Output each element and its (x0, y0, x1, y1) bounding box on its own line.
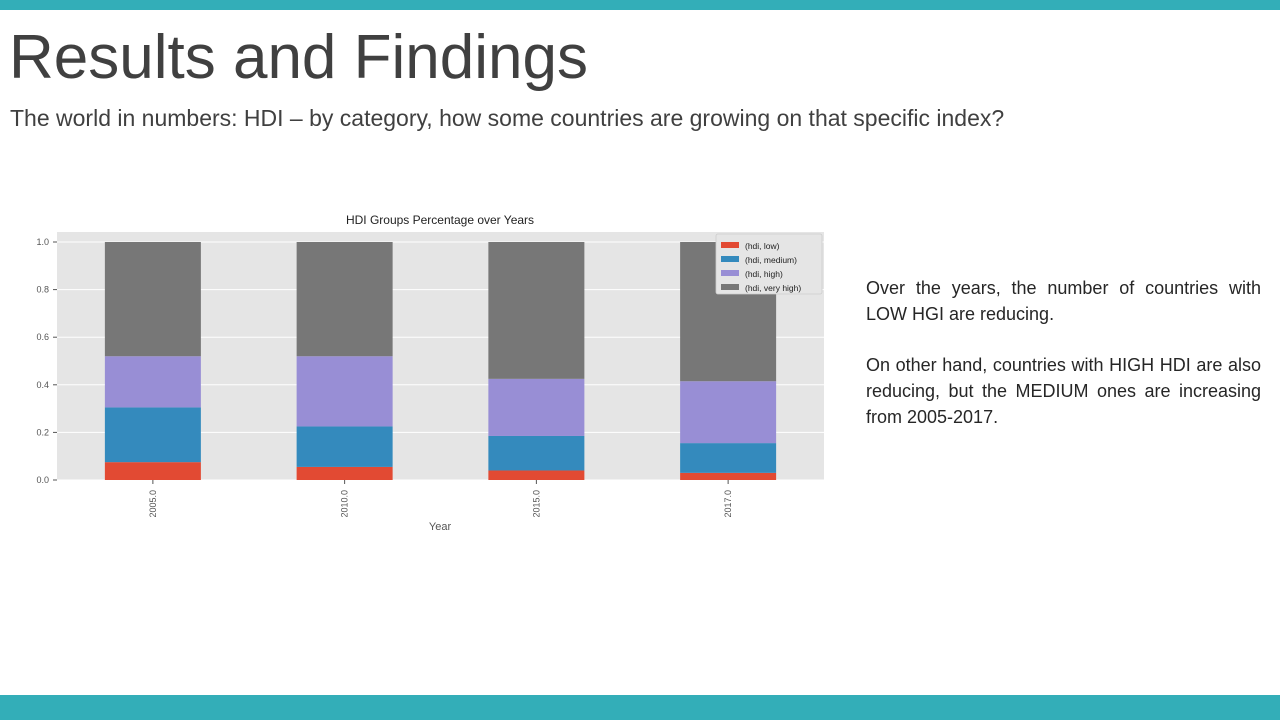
x-tick-label: 2017.0 (723, 490, 733, 518)
bar-segment (104, 462, 201, 480)
x-tick-label: 2010.0 (340, 490, 350, 518)
legend-label: (hdi, high) (745, 269, 783, 279)
bar-segment (296, 242, 393, 357)
legend-swatch (721, 242, 739, 248)
hdi-chart: HDI Groups Percentage over Years 0.0 0.2 0… (30, 205, 830, 540)
legend-label: (hdi, low) (745, 241, 780, 251)
bar-segment (488, 435, 585, 471)
x-axis-ticks: 2005.0 2010.0 2015.0 2017.0 (148, 480, 733, 518)
chart-canvas: HDI Groups Percentage over Years 0.00.20… (36, 213, 824, 533)
y-tick-label: 0.8 (36, 285, 49, 295)
chart-legend: (hdi, low) (hdi, medium) (hdi, high) (hdi, … (715, 233, 823, 295)
bar-segment (680, 381, 777, 444)
bar-segment (488, 242, 585, 379)
y-tick-label: 0.6 (36, 332, 49, 342)
bar-segment (488, 470, 585, 480)
legend-box (715, 233, 823, 295)
bar-segment (488, 378, 585, 436)
bar-segment (296, 466, 393, 480)
y-tick-label: 0.4 (36, 380, 49, 390)
legend-swatch (721, 284, 739, 290)
bar-segment (104, 407, 201, 463)
y-tick-label: 0.0 (36, 475, 49, 485)
slide-subtitle: The world in numbers: HDI – by category,… (10, 105, 1005, 131)
bar-segment (104, 356, 201, 408)
legend-label: (hdi, very high) (745, 283, 801, 293)
x-tick-label: 2005.0 (148, 490, 158, 518)
legend-swatch (721, 256, 739, 262)
top-accent-bar (0, 0, 1280, 10)
bar-segment (296, 356, 393, 427)
bottom-accent-bar (0, 695, 1280, 720)
bar-segment (680, 472, 777, 480)
y-axis-ticks: 0.0 0.2 0.4 0.6 0.8 1.0 (36, 237, 57, 485)
findings-notes: Over the years, the number of countries … (866, 276, 1261, 457)
legend-swatch (721, 270, 739, 276)
legend-label: (hdi, medium) (745, 255, 797, 265)
finding-high-medium-hdi: On other hand, countries with HIGH HDI a… (866, 355, 1261, 427)
bar-segment (296, 426, 393, 467)
chart-title: HDI Groups Percentage over Years (346, 213, 534, 227)
x-axis-label: Year (429, 521, 452, 533)
x-tick-label: 2015.0 (531, 490, 541, 518)
y-tick-label: 1.0 (36, 237, 49, 247)
y-tick-label: 0.2 (36, 427, 49, 437)
bars (104, 242, 777, 480)
bar-segment (680, 443, 777, 473)
finding-low-hdi: Over the years, the number of countries … (866, 278, 1261, 324)
bar-segment (104, 242, 201, 357)
slide-title: Results and Findings (9, 23, 588, 92)
